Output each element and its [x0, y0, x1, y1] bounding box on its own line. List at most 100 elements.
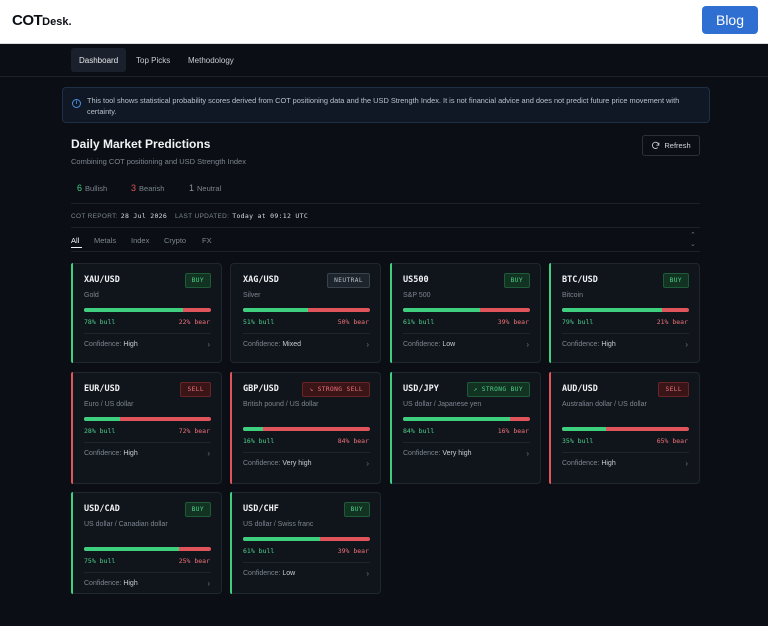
divider	[71, 203, 700, 204]
confidence-label: Confidence: High	[84, 450, 138, 457]
chevron-right-icon[interactable]: ›	[685, 340, 688, 349]
bull-fill	[562, 308, 663, 312]
card-divider	[562, 333, 689, 334]
chevron-right-icon[interactable]: ›	[207, 579, 210, 588]
card-symbol: GBP/USD	[243, 384, 279, 394]
chevron-right-icon[interactable]: ›	[366, 340, 369, 349]
card-description: US dollar / Canadian dollar	[84, 521, 168, 528]
prediction-card-usd-jpy[interactable]: USD/JPY US dollar / Japanese yen ↗ STRONG…	[390, 372, 541, 484]
blog-button[interactable]: Blog	[702, 6, 758, 34]
bull-percent: 78% bull	[84, 318, 116, 326]
prediction-card-us500[interactable]: US500 S&P 500 BUY 61% bull 39% bear Conf…	[390, 263, 541, 363]
chevron-right-icon[interactable]: ›	[207, 449, 210, 458]
card-symbol: BTC/USD	[562, 275, 598, 285]
prediction-card-btc-usd[interactable]: BTC/USD Bitcoin BUY 79% bull 21% bear Co…	[549, 263, 700, 363]
top-bar: COTDesk. Blog	[0, 0, 768, 44]
bull-percent: 61% bull	[243, 547, 275, 555]
bear-percent: 72% bear	[178, 427, 210, 435]
disclaimer-notice: i This tool shows statistical probabilit…	[62, 87, 710, 123]
bear-percent: 21% bear	[656, 318, 688, 326]
card-divider	[84, 572, 211, 573]
bear-percent: 39% bear	[497, 318, 529, 326]
neutral-count: 1 Neutral	[189, 183, 222, 193]
signal-accent-bar	[230, 492, 232, 594]
bull-percent: 79% bull	[562, 318, 594, 326]
bull-bear-bar	[243, 308, 370, 312]
bull-bear-bar	[84, 547, 211, 551]
chevron-right-icon[interactable]: ›	[526, 340, 529, 349]
chevron-right-icon[interactable]: ›	[366, 459, 369, 468]
prediction-card-aud-usd[interactable]: AUD/USD Australian dollar / US dollar SE…	[549, 372, 700, 484]
signal-badge: ↘ STRONG SELL	[302, 382, 370, 397]
signal-badge: BUY	[184, 273, 211, 288]
bear-percent: 22% bear	[178, 318, 210, 326]
card-description: US dollar / Japanese yen	[403, 401, 482, 408]
card-symbol: XAG/USD	[243, 275, 279, 285]
bull-percent: 84% bull	[403, 427, 435, 435]
confidence-label: Confidence: High	[562, 341, 616, 348]
prediction-card-usd-cad[interactable]: USD/CAD US dollar / Canadian dollar BUY …	[71, 492, 222, 594]
bull-fill	[403, 417, 510, 421]
card-symbol: USD/CHF	[243, 504, 279, 514]
filter-crypto[interactable]: Crypto	[164, 236, 187, 245]
prediction-card-gbp-usd[interactable]: GBP/USD British pound / US dollar ↘ STRON…	[230, 372, 381, 484]
card-description: Euro / US dollar	[84, 401, 134, 408]
disclaimer-text: This tool shows statistical probability …	[87, 96, 680, 116]
refresh-button[interactable]: Refresh	[642, 135, 700, 156]
bull-fill	[243, 537, 321, 541]
chevron-right-icon[interactable]: ›	[685, 459, 688, 468]
filter-fx[interactable]: FX	[202, 236, 212, 245]
prediction-card-xau-usd[interactable]: XAU/USD Gold BUY 78% bull 22% bear Confi…	[71, 263, 222, 363]
bull-fill	[243, 308, 308, 312]
bull-fill	[403, 308, 481, 312]
signal-badge: ↗ STRONG BUY	[466, 382, 530, 397]
nav-bar: Dashboard Top Picks Methodology	[0, 45, 768, 77]
bull-bear-bar	[84, 308, 211, 312]
trend-down-icon: ↘	[309, 386, 314, 393]
signal-badge: BUY	[343, 502, 370, 517]
bull-percent: 51% bull	[243, 318, 275, 326]
confidence-label: Confidence: High	[562, 460, 616, 467]
chevron-down-icon[interactable]: ⌄	[690, 241, 696, 248]
card-description: British pound / US dollar	[243, 401, 319, 408]
bull-bear-bar	[562, 427, 689, 431]
chevron-up-icon[interactable]: ⌃	[690, 232, 696, 239]
tab-top-picks[interactable]: Top Picks	[136, 55, 171, 65]
signal-accent-bar	[71, 263, 73, 363]
prediction-card-xag-usd[interactable]: XAG/USD Silver NEUTRAL 51% bull 50% bear…	[230, 263, 381, 363]
signal-badge: SELL	[658, 382, 689, 397]
card-description: Australian dollar / US dollar	[562, 401, 647, 408]
card-description: US dollar / Swiss franc	[243, 521, 314, 528]
card-divider	[562, 452, 689, 453]
filter-active-underline	[71, 247, 82, 248]
bearish-count: 3 Bearish	[131, 183, 165, 193]
tab-methodology[interactable]: Methodology	[188, 55, 234, 65]
signal-accent-bar	[549, 372, 551, 484]
bull-fill	[84, 547, 180, 551]
chevron-right-icon[interactable]: ›	[366, 569, 369, 578]
logo[interactable]: COTDesk.	[12, 12, 72, 29]
card-symbol: AUD/USD	[562, 384, 598, 394]
filter-index[interactable]: Index	[131, 236, 150, 245]
tab-dashboard[interactable]: Dashboard	[71, 48, 127, 72]
card-description: Bitcoin	[562, 292, 584, 299]
confidence-label: Confidence: High	[84, 341, 138, 348]
card-description: Gold	[84, 292, 99, 299]
card-description: Silver	[243, 292, 261, 299]
filter-metals[interactable]: Metals	[94, 236, 117, 245]
prediction-card-usd-chf[interactable]: USD/CHF US dollar / Swiss franc BUY 61% …	[230, 492, 381, 594]
bull-bear-bar	[243, 537, 370, 541]
bear-percent: 65% bear	[656, 437, 688, 445]
signal-badge: BUY	[503, 273, 530, 288]
divider	[71, 251, 700, 252]
chevron-right-icon[interactable]: ›	[526, 449, 529, 458]
prediction-card-eur-usd[interactable]: EUR/USD Euro / US dollar SELL 28% bull 7…	[71, 372, 222, 484]
confidence-label: Confidence: Low	[403, 341, 456, 348]
confidence-label: Confidence: Low	[243, 570, 296, 577]
filter-all[interactable]: All	[71, 236, 80, 245]
signal-accent-bar	[390, 372, 392, 484]
chevron-right-icon[interactable]: ›	[207, 340, 210, 349]
signal-accent-bar	[390, 263, 392, 363]
card-symbol: USD/JPY	[403, 384, 439, 394]
confidence-label: Confidence: Very high	[243, 460, 312, 467]
